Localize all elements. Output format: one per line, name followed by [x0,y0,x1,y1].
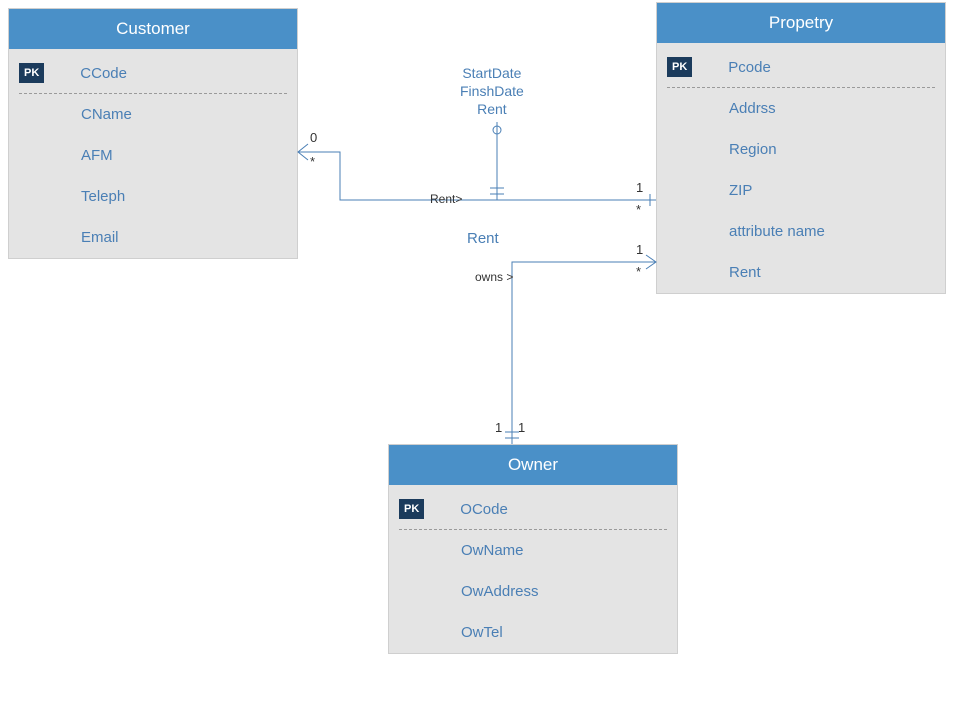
edge-rent [298,152,656,200]
entity-property-title: Propetry [657,3,945,43]
card-prop-rent-max: * [636,202,641,217]
entity-customer-attr: Teleph [9,176,297,217]
rel-attr-line: FinshDate [460,82,524,100]
entity-property-attr: Rent [657,252,945,293]
entity-customer-pk-row: PK CCode [9,49,297,93]
rel-attr-line: Rent [460,100,524,118]
pk-badge: PK [399,499,424,519]
entity-customer-title: Customer [9,9,297,49]
pk-badge: PK [19,63,44,83]
relationship-rent-attrs: StartDate FinshDate Rent [460,64,524,119]
edge-owns [512,262,656,444]
pk-badge: PK [667,57,692,77]
entity-owner-attr: OwTel [389,612,677,653]
rel-label-rent: Rent> [430,192,462,206]
card-owner-owns-left: 1 [495,420,502,435]
tick-property-rent [648,194,650,206]
entity-customer: Customer PK CCode CName AFM Teleph Email [8,8,298,259]
entity-property-attr: Addrss [657,88,945,129]
tick-owner-owns [505,432,519,438]
card-prop-rent-min: 1 [636,180,643,195]
entity-customer-body: PK CCode CName AFM Teleph Email [9,49,297,258]
entity-property-pk-row: PK Pcode [657,43,945,87]
entity-owner-pk-row: PK OCode [389,485,677,529]
attr-stub-circle [493,126,501,134]
entity-customer-attr: AFM [9,135,297,176]
crowfoot-property-owns [646,255,656,269]
entity-owner-attr: OwAddress [389,571,677,612]
entity-owner-attr: OwName [389,530,677,571]
card-prop-owns-max: * [636,264,641,279]
entity-customer-pk-attr: CCode [80,65,127,82]
entity-owner: Owner PK OCode OwName OwAddress OwTel [388,444,678,654]
entity-property-attr: Region [657,129,945,170]
card-cust-rent-max: * [310,154,315,169]
entity-property: Propetry PK Pcode Addrss Region ZIP attr… [656,2,946,294]
card-owner-owns-right: 1 [518,420,525,435]
entity-property-pk-attr: Pcode [728,59,771,76]
entity-owner-pk-attr: OCode [460,501,508,518]
rel-label-owns: owns > [475,270,513,284]
card-prop-owns-min: 1 [636,242,643,257]
crowfoot-customer [298,144,308,160]
attr-stub-ticks [490,188,504,194]
entity-property-body: PK Pcode Addrss Region ZIP attribute nam… [657,43,945,293]
card-cust-rent-min: 0 [310,130,317,145]
entity-customer-attr: CName [9,94,297,135]
entity-property-attr: ZIP [657,170,945,211]
entity-owner-body: PK OCode OwName OwAddress OwTel [389,485,677,653]
entity-owner-title: Owner [389,445,677,485]
rel-attr-line: StartDate [460,64,524,82]
rel-label-rent2: Rent [467,230,499,247]
entity-property-attr: attribute name [657,211,945,252]
entity-customer-attr: Email [9,217,297,258]
